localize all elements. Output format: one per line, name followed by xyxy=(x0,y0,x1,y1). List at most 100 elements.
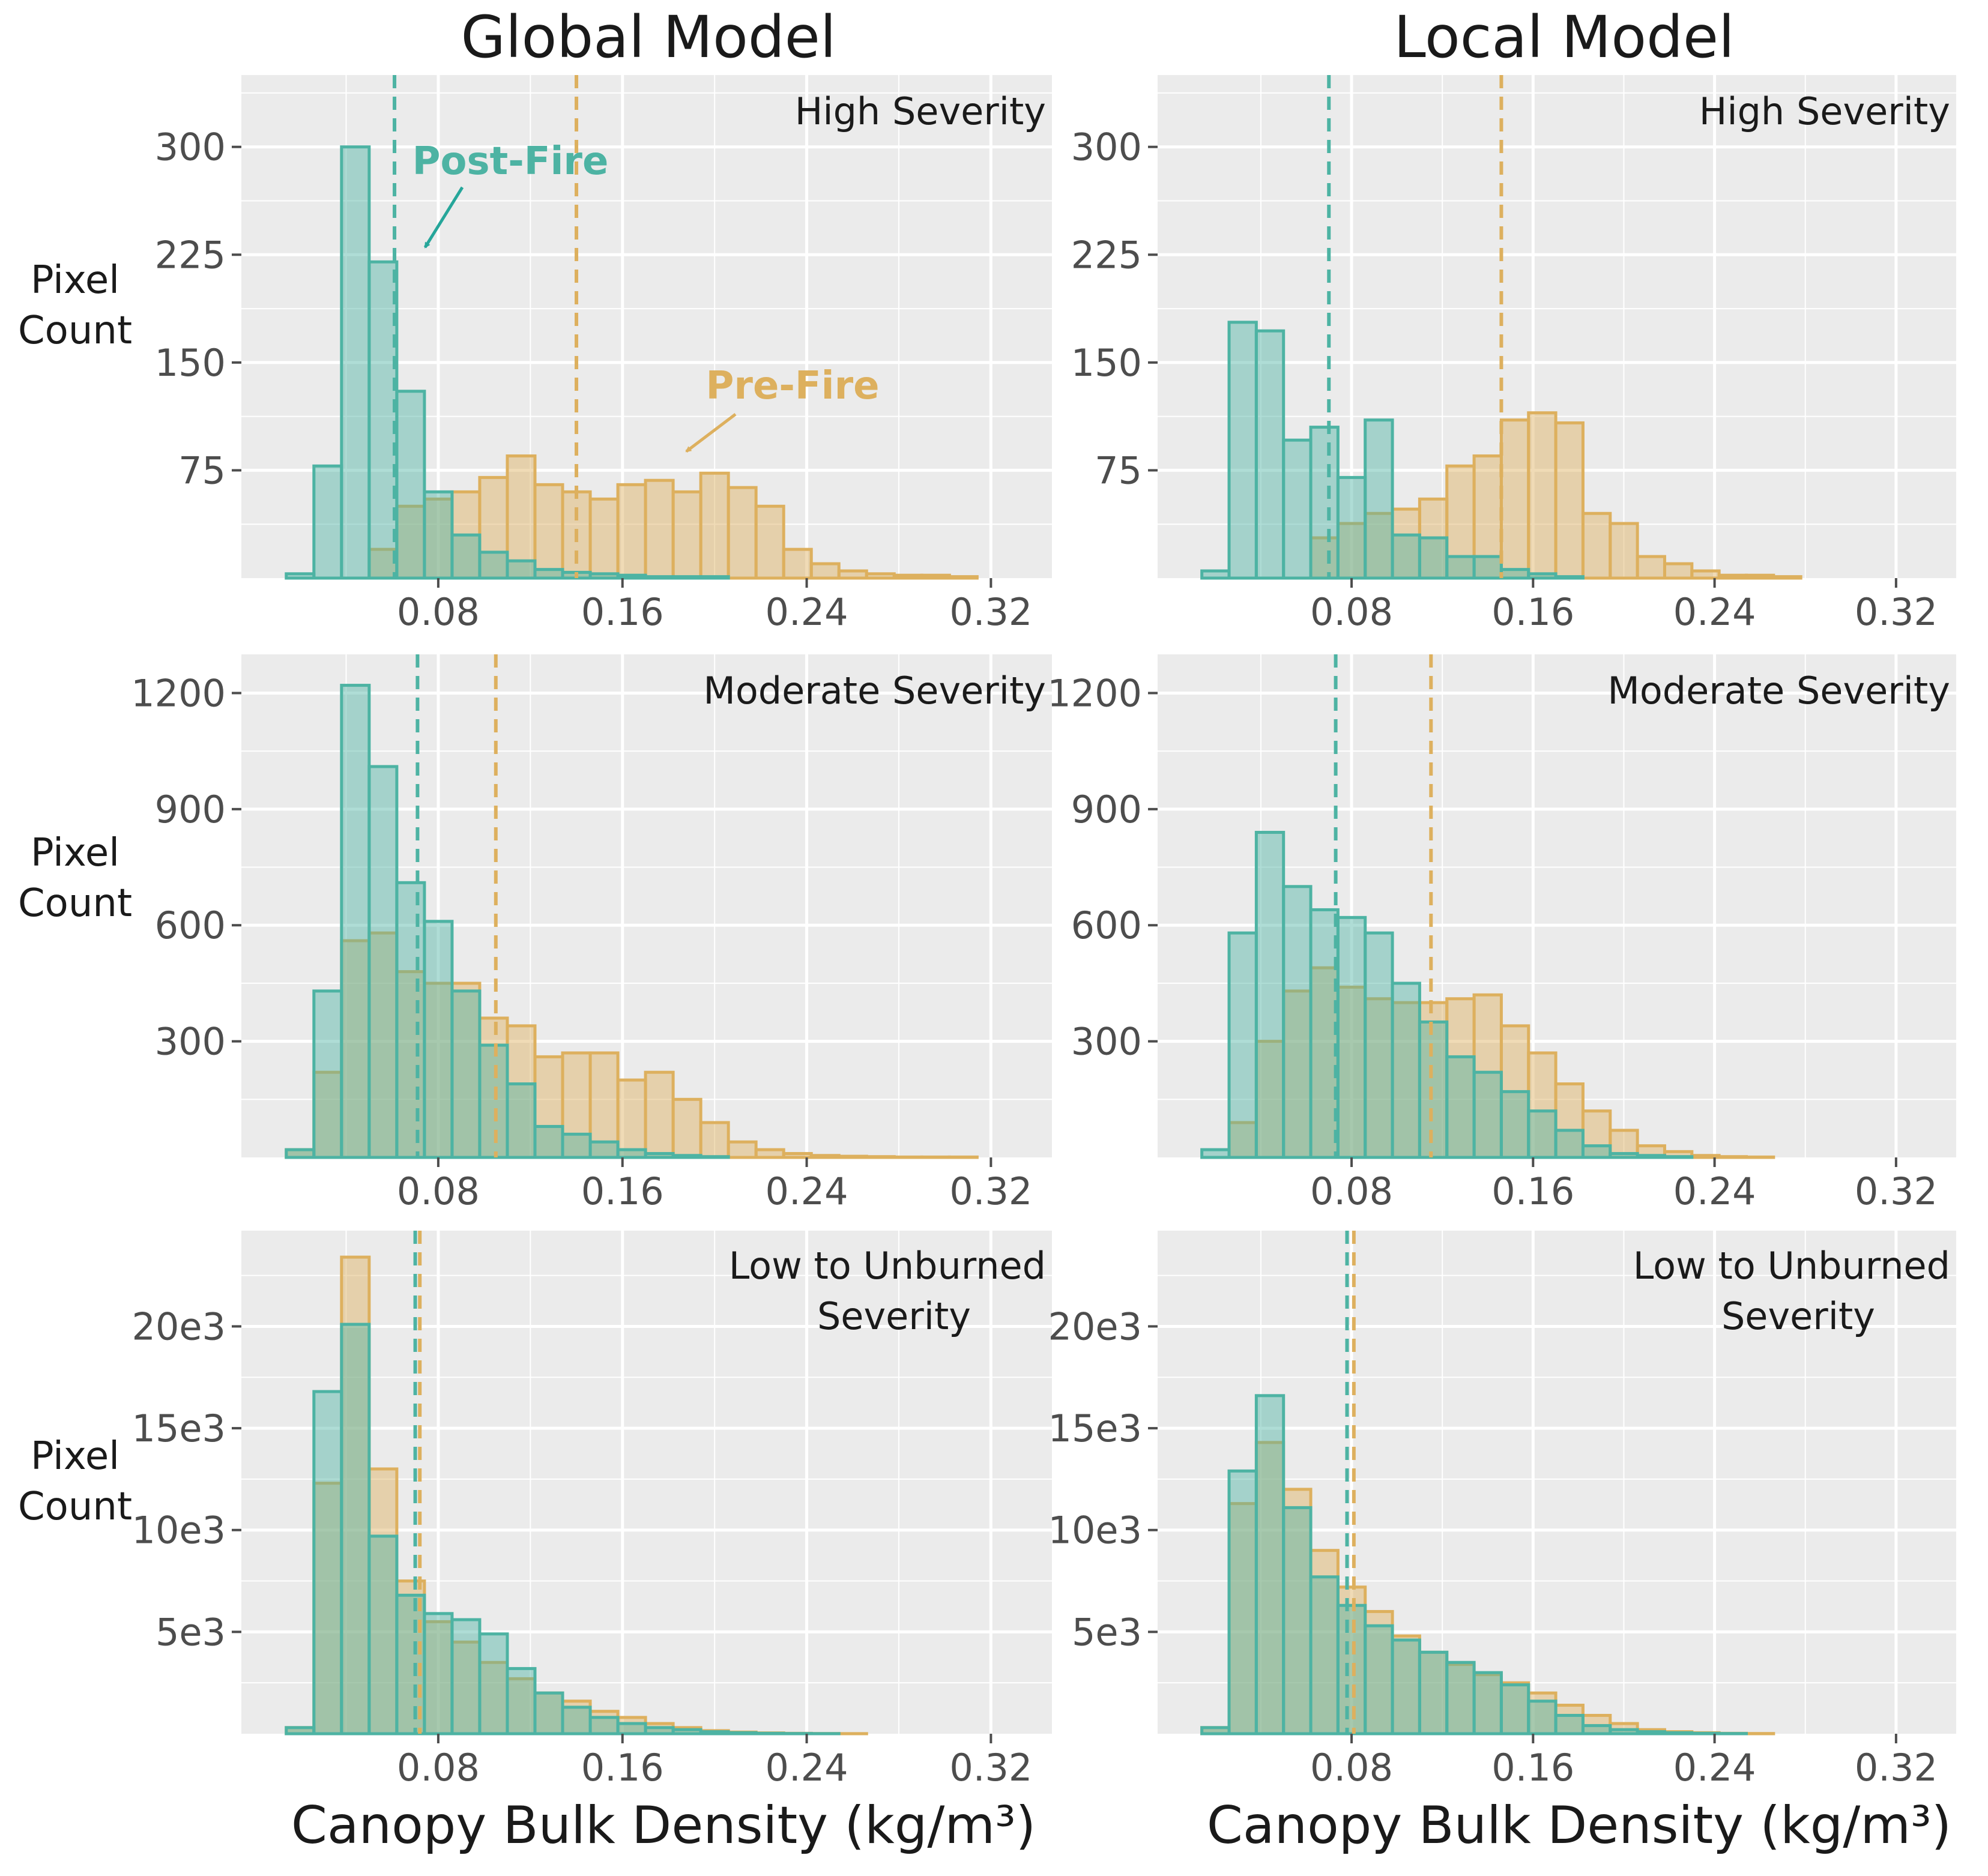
panel-title: Moderate Severity xyxy=(703,669,1046,713)
panel-local-low-unburned-severity: 5e3 10e3 15e3 20e3 0.08 0.16 0.24 0.32 Low to Un… xyxy=(1048,1231,1956,1790)
post-fire-bar xyxy=(671,1154,702,1159)
pre-fire-bar xyxy=(450,982,482,1159)
pre-fire-bar xyxy=(1445,464,1476,580)
panel-title-line1: Low to Unburned xyxy=(729,1244,1046,1288)
post-fire-bar xyxy=(1309,426,1340,580)
post-fire-bar xyxy=(1254,831,1286,1159)
post-fire-bar xyxy=(1418,1020,1449,1159)
x-tick-label: 0.08 xyxy=(1310,1746,1393,1790)
pre-fire-bar xyxy=(1663,562,1694,580)
post-fire-bar xyxy=(478,1043,509,1159)
pre-fire-bar xyxy=(1772,575,1802,580)
post-fire-bar xyxy=(478,1632,509,1736)
y-tick-label: 20e3 xyxy=(1048,1304,1142,1348)
post-fire-bar xyxy=(1636,1730,1666,1736)
x-tick-label: 0.32 xyxy=(949,1169,1032,1213)
pre-fire-bar xyxy=(1499,418,1530,580)
post-fire-bar xyxy=(506,1082,537,1159)
post-fire-bar xyxy=(340,1323,371,1736)
x-tick-label: 0.16 xyxy=(581,1746,664,1790)
post-fire-bar xyxy=(588,1716,620,1736)
post-fire-bar xyxy=(1254,329,1286,580)
pre-fire-bar xyxy=(1581,511,1612,580)
y-tick-label: 5e3 xyxy=(1072,1610,1142,1654)
pre-fire-arrow xyxy=(685,413,737,453)
post-fire-annotation-label: Post-Fire xyxy=(412,139,609,184)
pre-fire-bar xyxy=(1227,1502,1258,1736)
pre-fire-bar xyxy=(782,1152,813,1159)
post-fire-bar xyxy=(1499,1090,1530,1159)
column-title-global: Global Model xyxy=(461,4,836,71)
post-fire-bar xyxy=(616,1722,647,1736)
post-fire-bar xyxy=(1581,1724,1612,1736)
post-fire-bar xyxy=(395,390,426,580)
y-tick-label: 75 xyxy=(178,448,226,492)
pre-fire-bar xyxy=(727,1140,758,1159)
y-tick-label: 225 xyxy=(1071,233,1142,277)
y-tick-label: 10e3 xyxy=(132,1509,226,1552)
pre-fire-bar xyxy=(423,497,454,580)
post-fire-bar xyxy=(506,1666,537,1736)
post-fire-bar xyxy=(506,559,537,580)
post-fire-bar xyxy=(1472,1671,1503,1736)
post-fire-bar xyxy=(395,881,426,1159)
y-tick-label: 150 xyxy=(155,341,226,385)
post-fire-bar xyxy=(1609,1152,1639,1159)
y-tick-label: 150 xyxy=(1071,341,1142,385)
post-fire-bar xyxy=(1418,536,1449,580)
y-tick-label: 15e3 xyxy=(1048,1407,1142,1450)
panel-title-line1: Low to Unburned xyxy=(1633,1244,1950,1288)
post-fire-bar xyxy=(727,1731,758,1736)
pre-fire-bar xyxy=(340,939,371,1159)
post-fire-bar xyxy=(367,1534,399,1736)
pre-fire-bar xyxy=(644,1070,675,1159)
post-fire-bar xyxy=(1527,1700,1557,1736)
post-fire-bar xyxy=(285,1726,316,1736)
post-fire-bar xyxy=(1527,572,1557,580)
y-axis-label-row3-line2: Count xyxy=(18,1485,132,1529)
post-fire-bar xyxy=(423,920,454,1159)
y-tick-label: 10e3 xyxy=(1048,1509,1142,1552)
post-fire-bar xyxy=(1254,1394,1286,1736)
post-fire-bar xyxy=(450,989,482,1159)
pre-fire-bar xyxy=(1609,522,1639,580)
x-tick-label: 0.16 xyxy=(581,590,664,634)
pre-fire-bar xyxy=(699,471,730,580)
post-fire-bar xyxy=(1554,575,1585,580)
post-fire-arrow xyxy=(423,186,464,249)
y-tick-label: 75 xyxy=(1095,448,1142,492)
pre-fire-bar xyxy=(947,575,979,580)
post-fire-bar xyxy=(450,533,482,580)
x-tick-label: 0.24 xyxy=(1673,590,1756,634)
pre-fire-bar xyxy=(671,1097,702,1159)
panel-title-line2: Severity xyxy=(817,1294,971,1338)
pre-fire-bar xyxy=(809,562,841,580)
post-fire-bar xyxy=(1663,1731,1694,1736)
y-tick-label: 600 xyxy=(155,903,226,947)
post-fire-bar xyxy=(312,464,343,580)
post-fire-bar xyxy=(699,575,730,580)
panel-global-high-severity: 75 150 225 300 0.08 0.16 0.24 0.32 High Severity xyxy=(155,75,1052,634)
pre-fire-bar xyxy=(1309,536,1340,580)
pre-fire-bar xyxy=(533,483,564,580)
panel-global-moderate-severity: 300 600 900 1200 0.08 0.16 0.24 0.32 Moderate Se… xyxy=(131,654,1052,1213)
pre-fire-bar xyxy=(1744,573,1775,580)
post-fire-bar xyxy=(533,1691,564,1736)
post-fire-bar xyxy=(340,684,371,1159)
pre-fire-bar xyxy=(754,1148,785,1159)
x-tick-label: 0.32 xyxy=(949,590,1032,634)
pre-fire-bar xyxy=(754,504,785,580)
pre-fire-bar xyxy=(920,573,951,580)
y-tick-label: 300 xyxy=(1071,125,1142,169)
pre-fire-bar xyxy=(1391,1001,1421,1159)
panel-global-low-unburned-severity: 5e3 10e3 15e3 20e3 0.08 0.16 0.24 0.32 Low to Un… xyxy=(132,1231,1052,1790)
y-tick-label: 225 xyxy=(155,233,226,277)
post-fire-bar xyxy=(644,1152,675,1159)
x-tick-label: 0.16 xyxy=(1491,1746,1574,1790)
post-fire-bar xyxy=(1336,1603,1367,1736)
x-tick-label: 0.16 xyxy=(1491,590,1574,634)
pre-fire-bar xyxy=(892,573,923,580)
post-fire-bar xyxy=(1200,1148,1231,1159)
post-fire-bar xyxy=(367,765,399,1159)
post-fire-bar xyxy=(1445,1055,1476,1159)
